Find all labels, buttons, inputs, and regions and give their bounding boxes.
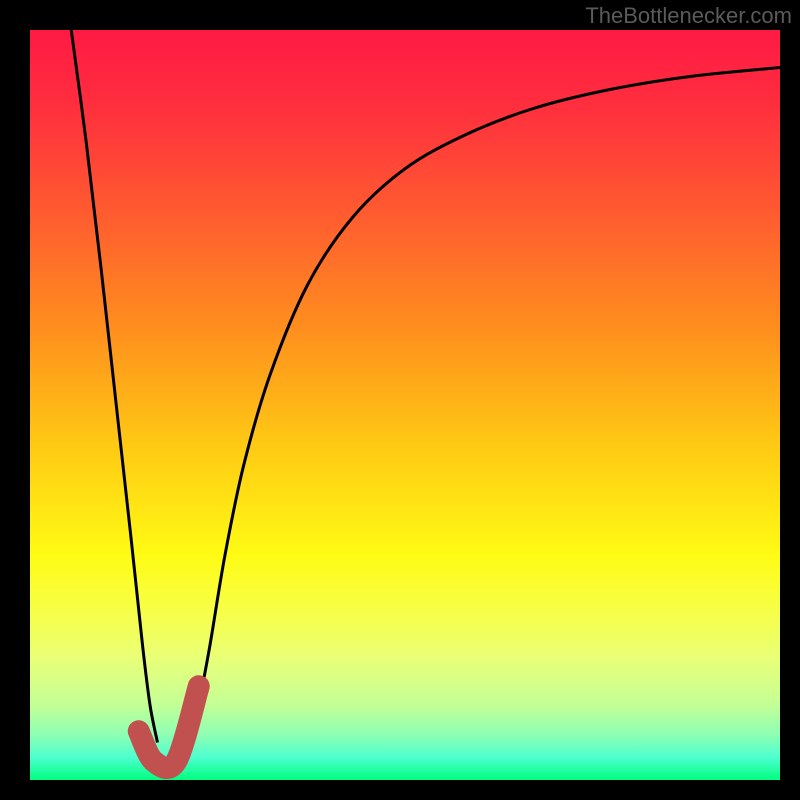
watermark-text: TheBottlenecker.com bbox=[585, 3, 792, 29]
bottleneck-curve-left bbox=[71, 30, 157, 743]
chart-container bbox=[30, 30, 780, 780]
chart-svg bbox=[30, 30, 780, 780]
bottleneck-curve-right bbox=[191, 68, 780, 743]
